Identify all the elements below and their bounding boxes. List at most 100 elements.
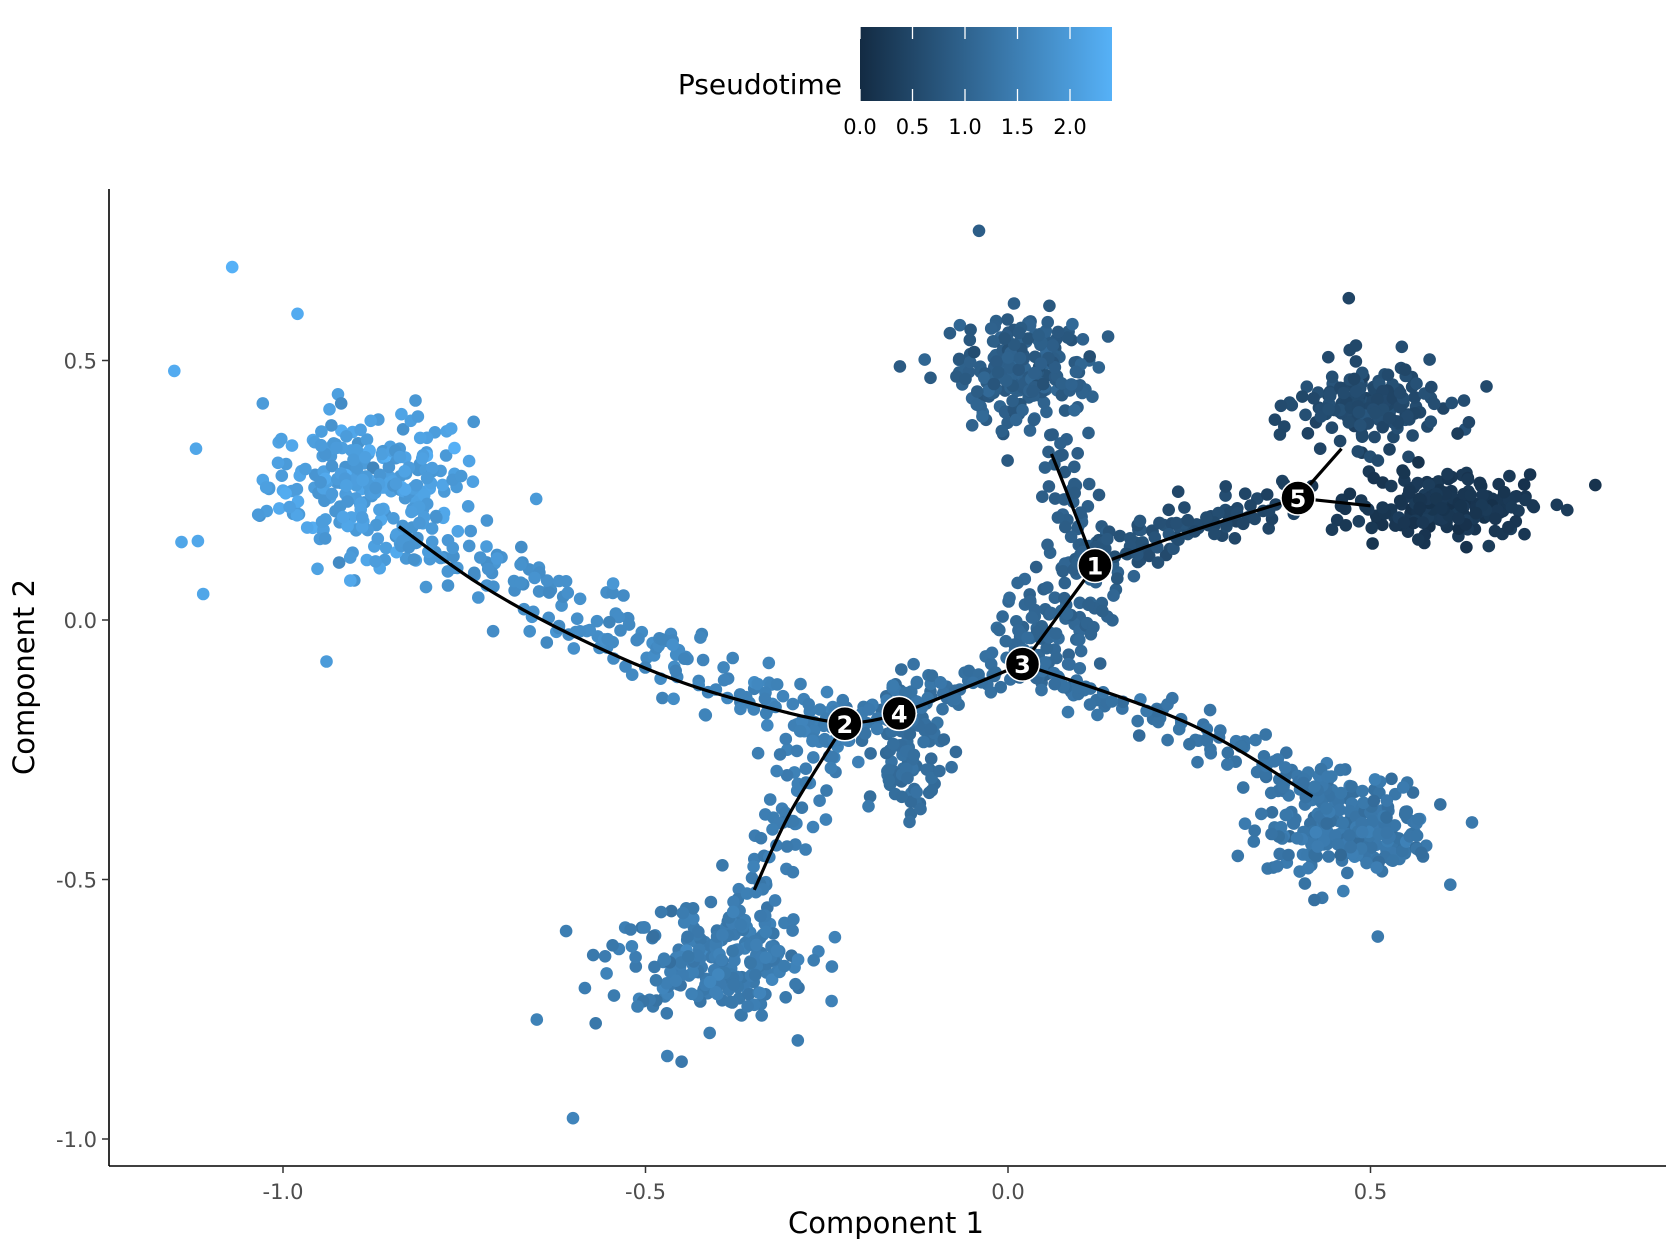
cell-point <box>624 923 637 936</box>
cell-point <box>462 539 476 553</box>
cell-point <box>755 1009 768 1022</box>
cell-point <box>1397 466 1411 480</box>
cell-point <box>665 904 678 918</box>
cell-point <box>1422 478 1436 492</box>
cell-point <box>766 823 779 836</box>
cell-point <box>1482 539 1496 553</box>
cell-point <box>1398 808 1412 821</box>
cell-point <box>532 585 546 598</box>
branch-node-5: 5 <box>1280 480 1316 516</box>
cell-point <box>540 574 554 587</box>
cell-point <box>1402 486 1416 499</box>
cell-point <box>1355 816 1368 830</box>
cell-point <box>1429 492 1443 505</box>
cell-point <box>420 471 434 485</box>
cell-point <box>552 574 566 588</box>
cell-point <box>1238 487 1252 501</box>
cell-point <box>1320 802 1333 815</box>
cell-point <box>256 397 270 410</box>
cell-point <box>747 860 760 873</box>
cell-point <box>1460 540 1473 554</box>
cell-point <box>1001 351 1015 364</box>
cell-point <box>895 663 908 676</box>
cell-point <box>704 895 718 909</box>
cell-point <box>1036 490 1049 504</box>
cell-point <box>1219 489 1232 502</box>
cell-point <box>794 677 807 691</box>
cell-point <box>1065 378 1078 391</box>
cell-point <box>1502 520 1515 534</box>
cell-point <box>1322 350 1335 364</box>
cell-point <box>1236 781 1250 794</box>
cell-point <box>347 453 360 467</box>
cell-point <box>1178 501 1191 514</box>
cell-point <box>1476 488 1489 502</box>
cell-point <box>1311 840 1324 853</box>
cell-point <box>1041 581 1054 594</box>
y-tick-label: -0.5 <box>56 869 97 893</box>
cell-point <box>373 468 387 482</box>
cell-point <box>1200 511 1213 524</box>
cell-point <box>1589 478 1602 492</box>
cell-point <box>251 508 265 521</box>
cell-point <box>1265 806 1279 819</box>
cell-point <box>1279 808 1293 822</box>
cell-point <box>727 895 740 909</box>
cell-point <box>1299 408 1312 422</box>
cell-point <box>1382 411 1396 425</box>
cell-point <box>682 950 695 963</box>
cell-point <box>1056 448 1069 462</box>
cell-point <box>972 224 986 238</box>
cell-point <box>669 664 682 678</box>
cell-point <box>1148 531 1162 544</box>
cell-point <box>963 355 977 369</box>
cell-point <box>1464 488 1477 502</box>
cell-point <box>1259 728 1272 741</box>
x-tick-label: 0.0 <box>991 1180 1024 1204</box>
cell-point <box>925 784 938 797</box>
cell-point <box>1337 884 1350 898</box>
cell-point <box>1365 815 1379 828</box>
cell-point <box>336 510 350 524</box>
y-tick-label: 0.0 <box>64 609 97 633</box>
cell-point <box>1183 737 1196 751</box>
x-tick-label: 0.5 <box>1354 1180 1387 1204</box>
cell-point <box>354 423 367 437</box>
cell-point <box>661 1049 674 1063</box>
cell-point <box>1451 427 1464 440</box>
cell-point <box>903 815 916 829</box>
cell-point <box>291 307 304 321</box>
cell-point <box>733 688 747 701</box>
cell-point <box>413 431 427 445</box>
cell-point <box>681 930 694 944</box>
cell-point <box>751 746 765 760</box>
cell-point <box>175 535 188 549</box>
cell-point <box>612 610 625 624</box>
cell-point <box>1454 499 1468 513</box>
trajectory-segment <box>398 525 846 726</box>
cell-point <box>1308 893 1321 907</box>
cell-point <box>396 519 410 533</box>
cell-point <box>1131 714 1144 728</box>
cell-point <box>1320 817 1334 830</box>
cell-point <box>1352 515 1366 528</box>
cell-point <box>1208 527 1221 541</box>
cell-point <box>1401 409 1414 423</box>
cell-point <box>655 633 669 646</box>
cell-point <box>1153 516 1166 530</box>
cell-point <box>786 814 800 828</box>
cell-point <box>799 843 812 856</box>
cell-point <box>1255 807 1268 821</box>
cell-point <box>590 614 604 628</box>
cell-point <box>1365 521 1378 535</box>
cell-point <box>654 905 668 919</box>
cell-point <box>759 925 773 939</box>
cell-point <box>936 702 949 716</box>
cell-point <box>561 586 575 600</box>
cell-point <box>622 618 636 631</box>
cell-point <box>1007 338 1021 351</box>
cell-point <box>389 477 403 491</box>
legend-tick-label: 0.0 <box>843 115 876 139</box>
cell-point <box>742 988 756 1001</box>
